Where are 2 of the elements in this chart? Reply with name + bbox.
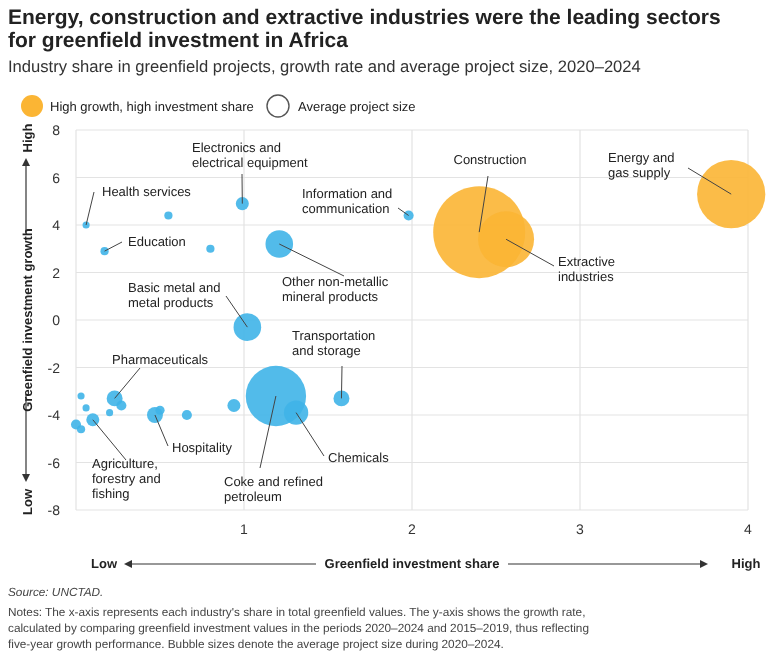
chart-subtitle: Industry share in greenfield projects, growth rate and average project size, 2020–2024 [8,56,642,76]
chart-title: Energy, construction and extractive industries were the leading sectors for greenfield investment in Africa [8,6,721,53]
